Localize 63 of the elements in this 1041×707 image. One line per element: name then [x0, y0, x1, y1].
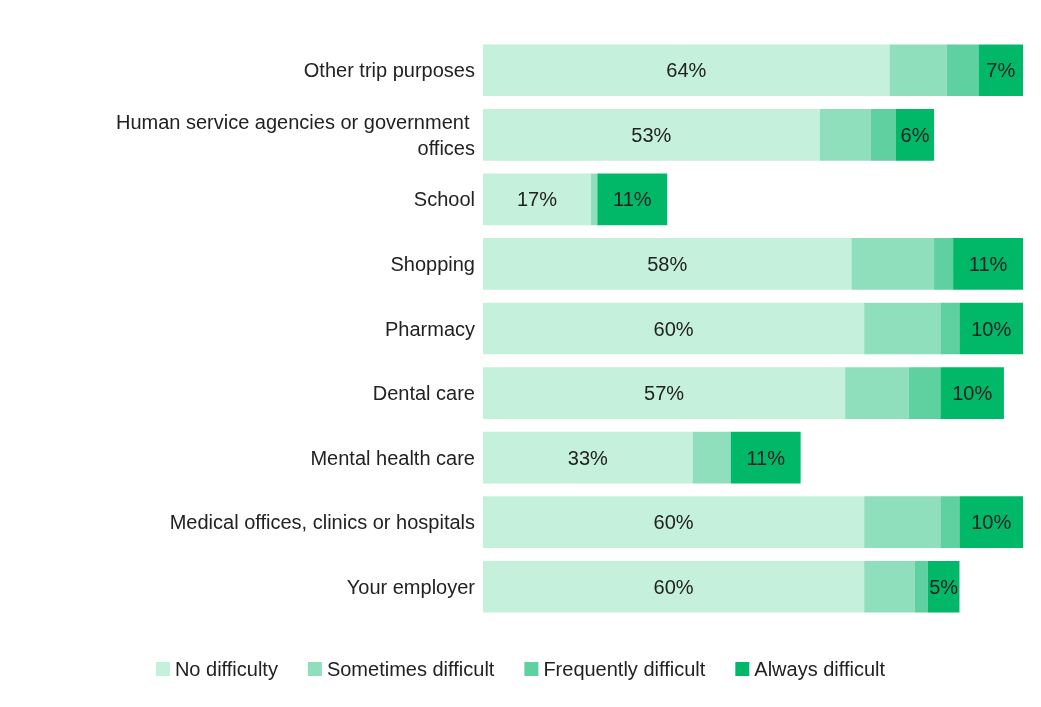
- data-label: 53%: [631, 123, 672, 146]
- bar: [864, 496, 941, 548]
- bar: [692, 431, 731, 484]
- bar: [730, 431, 801, 484]
- bar: [483, 238, 852, 290]
- bar: [864, 560, 915, 613]
- data-label: 7%: [986, 59, 1016, 82]
- bar: [889, 44, 947, 97]
- data-label: 33%: [567, 446, 609, 469]
- y-tick-label: Dental care: [372, 382, 475, 405]
- data-label: 10%: [952, 382, 993, 405]
- data-label: 58%: [647, 252, 688, 275]
- bar: [845, 367, 909, 419]
- bar: [940, 496, 960, 548]
- y-tick-label: Mental health care: [310, 446, 475, 469]
- bar: [908, 367, 941, 419]
- bar: [959, 496, 1023, 548]
- data-label: 57%: [644, 382, 685, 405]
- data-label: 10%: [971, 511, 1012, 534]
- bar: [483, 431, 693, 484]
- data-label: 17%: [516, 188, 558, 211]
- data-label: 64%: [666, 59, 707, 82]
- y-tick-label: Your employer: [346, 575, 476, 598]
- bar: [483, 496, 865, 548]
- bar: [946, 44, 979, 97]
- data-label: 5%: [929, 575, 959, 598]
- bar: [934, 238, 954, 290]
- y-tick-label: Human service agencies or government offices: [115, 110, 475, 159]
- bar: [851, 238, 935, 290]
- data-label: 11%: [613, 188, 652, 211]
- bar: [870, 109, 896, 161]
- data-label: 10%: [971, 317, 1012, 340]
- bar: [483, 302, 865, 355]
- data-label: 60%: [653, 511, 694, 534]
- legend-label: Frequently difficult: [543, 658, 706, 680]
- y-tick-label: Medical offices, clinics or hospitals: [169, 511, 475, 534]
- bar: [915, 560, 928, 613]
- y-tick-label: School: [413, 188, 475, 211]
- legend-label: No difficulty: [174, 658, 278, 680]
- bar: [978, 44, 1023, 97]
- y-tick-label: Shopping: [390, 252, 475, 275]
- y-tick-label: Other trip purposes: [303, 59, 475, 82]
- data-label: 11%: [968, 252, 1008, 275]
- bar: [483, 173, 591, 226]
- legend-label: Always difficult: [754, 658, 886, 680]
- y-tick-label: Pharmacy: [384, 317, 475, 340]
- legend-label: Sometimes difficult: [326, 658, 495, 680]
- bar: [940, 367, 1004, 419]
- bar: [819, 109, 871, 161]
- bar: [483, 560, 865, 613]
- bar: [864, 302, 941, 355]
- data-label: 60%: [653, 317, 694, 340]
- bar: [483, 44, 890, 97]
- data-label: 11%: [746, 446, 786, 469]
- data-label: 60%: [653, 575, 694, 598]
- data-label: 6%: [900, 123, 930, 146]
- bar: [483, 109, 820, 161]
- bar: [940, 302, 960, 355]
- bar: [953, 238, 1023, 290]
- bar: [483, 367, 846, 419]
- bar: [959, 302, 1023, 355]
- bar: [591, 173, 598, 226]
- bar: [597, 173, 668, 226]
